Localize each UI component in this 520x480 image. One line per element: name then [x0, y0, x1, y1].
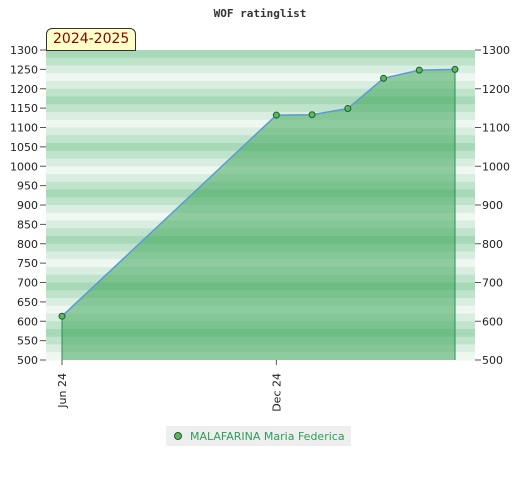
series-group — [58, 65, 459, 360]
data-point — [58, 312, 66, 320]
y-tick-label-left: 650 — [17, 296, 38, 309]
data-point — [344, 105, 352, 113]
y-tick-label-left: 1200 — [10, 83, 38, 96]
band — [46, 81, 475, 90]
band — [46, 104, 475, 113]
data-point — [272, 111, 280, 119]
band — [46, 96, 475, 105]
chart-title: WOF ratinglist — [214, 7, 307, 20]
series-area — [62, 69, 455, 360]
season-label: 2024-2025 — [46, 28, 137, 51]
y-tick-label-right: 1300 — [482, 44, 510, 57]
legend: MALAFARINA Maria Federica — [166, 426, 351, 446]
x-axis: Jun 24 Dec 24 — [56, 360, 283, 412]
band — [46, 88, 475, 98]
data-point — [451, 65, 459, 73]
band — [46, 50, 475, 59]
y-tick-label-right: 1100 — [482, 122, 510, 135]
y-tick-label-left: 1050 — [10, 141, 38, 154]
y-tick-label-left: 950 — [17, 180, 38, 193]
legend-label: MALAFARINA Maria Federica — [190, 429, 345, 443]
y-tick-label-right: 800 — [482, 238, 503, 251]
y-tick-label-left: 700 — [17, 277, 38, 290]
x-tick-label: Jun 24 — [56, 373, 69, 409]
band — [46, 119, 475, 129]
y-tick-label-right: 500 — [482, 354, 503, 367]
y-tick-label-right: 700 — [482, 277, 503, 290]
y-axis-right: 500 600 700 800 900 1000 1100 1200 1300 — [475, 44, 510, 367]
y-tick-label-right: 600 — [482, 315, 503, 328]
data-point — [380, 74, 388, 82]
y-tick-label-left: 550 — [17, 335, 38, 348]
band — [46, 112, 475, 121]
y-tick-label-left: 1150 — [10, 102, 38, 115]
y-tick-label-left: 1250 — [10, 63, 38, 76]
y-tick-label-left: 1300 — [10, 44, 38, 57]
y-tick-label-left: 750 — [17, 257, 38, 270]
y-tick-label-left: 600 — [17, 315, 38, 328]
y-tick-label-right: 1000 — [482, 160, 510, 173]
band — [46, 65, 475, 74]
y-axis-left: 500 550 600 650 700 750 800 850 900 950 1000 1050 11… — [10, 44, 46, 367]
y-tick-label-left: 1100 — [10, 122, 38, 135]
data-point — [415, 66, 423, 74]
band — [46, 57, 475, 67]
x-tick-label: Dec 24 — [270, 373, 283, 412]
y-tick-label-left: 850 — [17, 218, 38, 231]
legend-marker — [174, 432, 182, 440]
y-tick-label-left: 800 — [17, 238, 38, 251]
y-tick-label-left: 1000 — [10, 160, 38, 173]
data-point — [308, 111, 316, 119]
y-tick-label-left: 900 — [17, 199, 38, 212]
y-tick-label-right: 900 — [482, 199, 503, 212]
y-tick-label-left: 500 — [17, 354, 38, 367]
band — [46, 73, 475, 82]
y-tick-label-right: 1200 — [482, 83, 510, 96]
